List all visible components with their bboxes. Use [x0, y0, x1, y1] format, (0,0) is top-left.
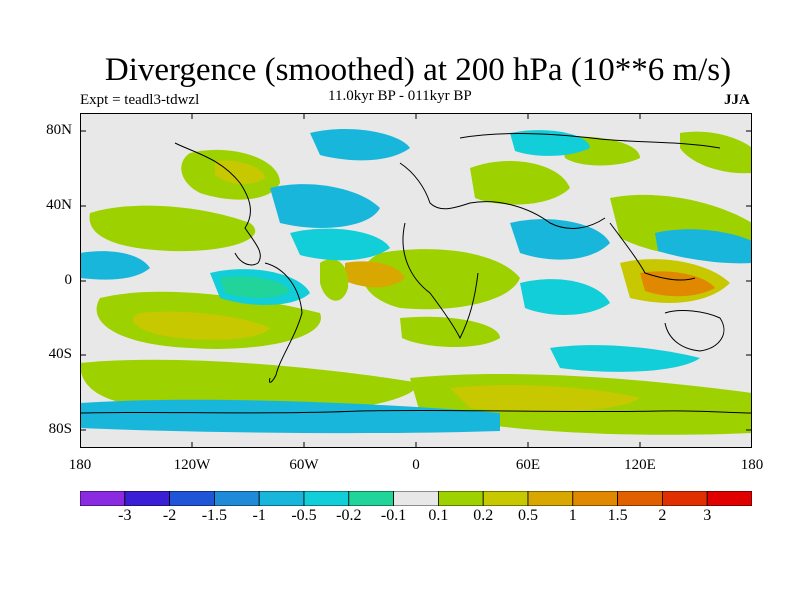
map-frame [80, 113, 752, 448]
positive-divergence-region [132, 311, 270, 340]
colorbar [80, 491, 752, 506]
colorbar-label: 0.2 [473, 507, 494, 524]
positive-divergence-region [320, 259, 349, 301]
positive-divergence-region [400, 316, 500, 348]
lat-label-80n: 80N [46, 122, 72, 138]
lon-label-120e: 120E [624, 457, 656, 473]
colorbar-swatch [258, 491, 305, 506]
positive-divergence-region [89, 205, 256, 252]
positive-divergence-region [680, 131, 752, 174]
colorbar-swatch [482, 491, 529, 506]
positive-divergence-region [470, 160, 570, 205]
positive-divergence-region [640, 271, 715, 297]
lat-label-80s: 80S [48, 421, 72, 437]
negative-divergence-region [310, 128, 410, 161]
colorbar-swatch [303, 491, 350, 506]
negative-divergence-region [290, 228, 390, 261]
colorbar-label: 1.5 [607, 507, 628, 524]
colorbar-label: 3 [703, 507, 712, 524]
lon-label-60e: 60E [515, 457, 541, 473]
colorbar-label: 0.1 [428, 507, 449, 524]
negative-divergence-region [80, 251, 150, 280]
colorbar-label: -0.5 [291, 507, 317, 524]
divergence-map [80, 113, 752, 448]
colorbar-swatch [527, 491, 574, 506]
lon-label-120w: 120W [173, 457, 211, 473]
lat-label-40n: 40N [46, 197, 72, 213]
coastlines [80, 133, 752, 414]
colorbar-swatch [572, 491, 618, 506]
colorbar-swatch [169, 491, 215, 506]
negative-divergence-region [80, 399, 500, 434]
colorbar-swatch [706, 491, 752, 506]
positive-divergence-region [345, 261, 405, 288]
lat-label-eq: 0 [64, 272, 73, 288]
colorbar-label: -1.5 [201, 507, 228, 524]
colorbar-label: 1 [568, 507, 577, 524]
negative-divergence-region [220, 276, 290, 298]
negative-divergence-region [510, 130, 590, 156]
lon-label-180e: 180 [740, 457, 764, 473]
colorbar-swatch [348, 491, 394, 506]
colorbar-swatch [662, 491, 708, 506]
colorbar-label: 0.5 [518, 507, 538, 524]
positive-divergence-region [450, 385, 640, 412]
positive-divergence-region [215, 160, 265, 185]
colorbar-label: 2 [658, 507, 667, 524]
colorbar-label: -2 [162, 507, 177, 524]
colorbar-swatch [393, 491, 439, 506]
colorbar-label: -0.1 [380, 507, 407, 524]
negative-divergence-region [270, 184, 380, 228]
plot-title: Divergence (smoothed) at 200 hPa (10**6 … [104, 52, 732, 88]
colorbar-swatch [124, 491, 170, 506]
negative-divergence-region [655, 229, 752, 264]
lon-label-180w: 180 [68, 457, 92, 473]
negative-divergence-region [510, 219, 610, 260]
divergence-field [80, 128, 752, 435]
lat-label-40s: 40S [48, 346, 72, 362]
colorbar-label: -0.2 [336, 507, 362, 524]
colorbar-label: -3 [118, 507, 132, 524]
colorbar-swatch [213, 491, 260, 506]
map-svg [80, 113, 752, 448]
negative-divergence-region [520, 279, 610, 315]
lon-label-0: 0 [412, 457, 420, 473]
colorbar-swatch [437, 491, 484, 506]
season-label: JJA [724, 92, 750, 108]
colorbar-swatch [80, 491, 126, 506]
positive-divergence-region [362, 249, 520, 310]
experiment-label: Expt = teadl3-tdwzl [80, 92, 200, 108]
lon-label-60w: 60W [289, 457, 319, 473]
colorbar-swatch [617, 491, 663, 506]
period-label: 11.0kyr BP - 011kyr BP [328, 88, 472, 104]
negative-divergence-region [550, 345, 700, 372]
colorbar-label: -1 [252, 507, 266, 524]
